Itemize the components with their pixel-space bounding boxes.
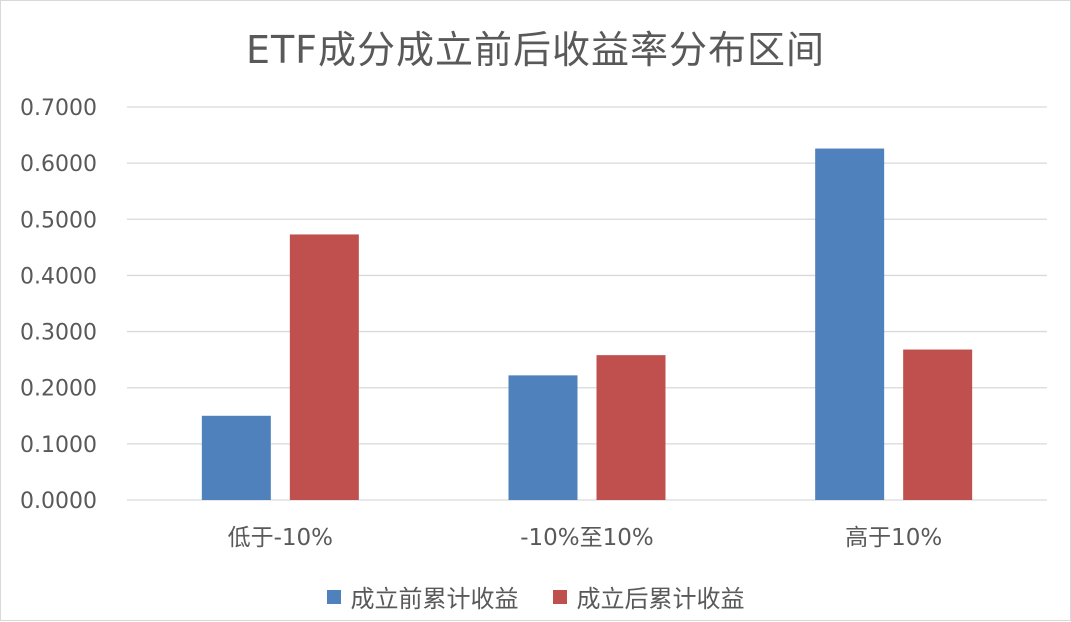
y-tick-label: 0.1000 [20,433,97,458]
y-tick-label: 0.2000 [20,377,97,402]
x-tick-label: 高于10% [845,525,942,551]
bar-series-0-cat-1 [508,375,578,500]
legend-item-series-0: 成立前累计收益 [326,579,519,614]
y-tick-label: 0.4000 [20,264,97,289]
y-tick-label: 0.7000 [20,96,97,121]
y-tick-label: 0.0000 [20,489,97,514]
chart-legend: 成立前累计收益 成立后累计收益 [1,579,1070,614]
bar-series-1-cat-0 [289,234,359,501]
y-tick-label: 0.3000 [20,321,97,346]
x-tick-label: 低于-10% [228,525,333,551]
bar-series-0-cat-2 [815,148,885,500]
legend-label-series-1: 成立后累计收益 [576,585,745,613]
bar-series-0-cat-0 [201,415,271,500]
legend-swatch-series-0 [326,589,341,604]
legend-label-series-0: 成立前累计收益 [350,585,519,613]
y-tick-label: 0.6000 [20,152,97,177]
legend-item-series-1: 成立后累计收益 [552,579,745,614]
x-tick-label: -10%至10% [520,525,654,551]
y-tick-label: 0.5000 [20,208,97,233]
bar-series-1-cat-1 [596,355,666,500]
legend-swatch-series-1 [552,589,567,604]
bar-series-1-cat-2 [903,349,973,500]
chart-title: ETF成分成立前后收益率分布区间 [245,28,826,72]
